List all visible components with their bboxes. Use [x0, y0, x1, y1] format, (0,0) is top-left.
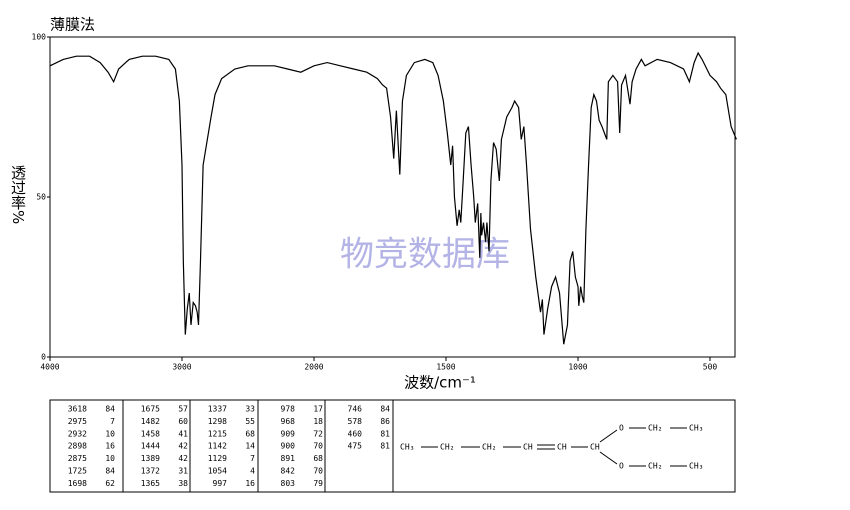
peak-wavenumber: 3618: [68, 405, 87, 414]
branch-group: O: [619, 424, 624, 433]
peak-wavenumber: 1389: [141, 454, 160, 463]
peak-wavenumber: 1482: [141, 417, 160, 426]
peak-transmittance: 70: [313, 467, 323, 476]
peak-wavenumber: 1298: [208, 417, 227, 426]
peak-transmittance: 31: [178, 467, 188, 476]
bonds: [421, 427, 687, 467]
peak-transmittance: 86: [380, 417, 390, 426]
peak-transmittance: 10: [105, 429, 115, 438]
peak-transmittance: 41: [178, 429, 188, 438]
y-axis-label: 透过率%: [9, 165, 27, 224]
peak-wavenumber: 1444: [141, 442, 160, 451]
peak-wavenumber: 2932: [68, 429, 87, 438]
peak-transmittance: 68: [313, 454, 323, 463]
peak-wavenumber: 1725: [68, 467, 87, 476]
peak-transmittance: 42: [178, 442, 188, 451]
peak-transmittance: 7: [250, 454, 255, 463]
peak-transmittance: 18: [313, 417, 323, 426]
x-tick-label: 3000: [172, 363, 191, 372]
peak-transmittance: 16: [245, 479, 255, 488]
peak-transmittance: 84: [380, 405, 390, 414]
peak-wavenumber: 891: [281, 454, 296, 463]
peak-transmittance: 14: [245, 442, 255, 451]
peak-wavenumber: 968: [281, 417, 296, 426]
branch-group: CH₃: [689, 462, 703, 471]
peak-transmittance: 84: [105, 467, 115, 476]
peak-transmittance: 16: [105, 442, 115, 451]
peak-transmittance: 7: [110, 417, 115, 426]
peak-transmittance: 38: [178, 479, 188, 488]
peak-wavenumber: 1129: [208, 454, 227, 463]
peak-transmittance: 81: [380, 429, 390, 438]
chain-group: CH: [523, 443, 533, 452]
branch-group: CH₂: [648, 424, 662, 433]
x-tick-label: 2000: [304, 363, 323, 372]
peak-wavenumber: 2975: [68, 417, 87, 426]
chain-group: CH₃: [400, 443, 414, 452]
peak-transmittance: 17: [313, 405, 323, 414]
x-tick-label: 500: [703, 363, 718, 372]
peak-wavenumber: 1675: [141, 405, 160, 414]
branch-group: CH₂: [648, 462, 662, 471]
chart-title: 薄膜法: [50, 16, 95, 34]
y-tick-label: 0: [41, 353, 46, 362]
branch-group: O: [619, 462, 624, 471]
peak-wavenumber: 1142: [208, 442, 227, 451]
peak-wavenumber: 803: [281, 479, 296, 488]
peak-wavenumber: 460: [348, 429, 363, 438]
x-tick-label: 4000: [40, 363, 59, 372]
peak-wavenumber: 900: [281, 442, 296, 451]
peak-transmittance: 57: [178, 405, 188, 414]
y-tick-label: 100: [32, 33, 47, 42]
chain-group: CH: [557, 443, 567, 452]
peak-wavenumber: 1215: [208, 429, 227, 438]
peak-transmittance: 72: [313, 429, 323, 438]
peak-wavenumber: 475: [348, 442, 363, 451]
x-axis-label: 波数/cm⁻¹: [404, 374, 476, 392]
y-tick-label: 50: [36, 193, 46, 202]
peak-transmittance: 4: [250, 467, 255, 476]
peak-transmittance: 79: [313, 479, 323, 488]
x-tick-label: 1500: [436, 363, 455, 372]
peak-wavenumber: 1365: [141, 479, 160, 488]
peak-wavenumber: 2898: [68, 442, 87, 451]
branch-group: CH₃: [689, 424, 703, 433]
peak-wavenumber: 578: [348, 417, 363, 426]
peak-transmittance: 42: [178, 454, 188, 463]
peak-wavenumber: 909: [281, 429, 296, 438]
peak-transmittance: 84: [105, 405, 115, 414]
peak-transmittance: 55: [245, 417, 255, 426]
peak-transmittance: 68: [245, 429, 255, 438]
peak-transmittance: 70: [313, 442, 323, 451]
peak-wavenumber: 1698: [68, 479, 87, 488]
peak-wavenumber: 2875: [68, 454, 87, 463]
x-tick-label: 1000: [568, 363, 587, 372]
peak-transmittance: 10: [105, 454, 115, 463]
watermark: 物竞数据库: [340, 235, 510, 275]
peak-wavenumber: 1372: [141, 467, 160, 476]
peak-transmittance: 33: [245, 405, 255, 414]
peak-wavenumber: 1054: [208, 467, 227, 476]
peak-wavenumber: 842: [281, 467, 296, 476]
peak-wavenumber: 746: [348, 405, 363, 414]
peak-wavenumber: 978: [281, 405, 296, 414]
spectrum-line: [49, 51, 737, 345]
chain-group: CH₂: [440, 443, 454, 452]
peak-wavenumber: 1337: [208, 405, 227, 414]
column-dividers: [122, 400, 394, 492]
chain-group: CH: [590, 443, 600, 452]
peak-wavenumber: 1458: [141, 429, 160, 438]
peak-transmittance: 62: [105, 479, 115, 488]
peak-wavenumber: 997: [213, 479, 228, 488]
chain-group: CH₂: [482, 443, 496, 452]
peak-transmittance: 81: [380, 442, 390, 451]
peak-transmittance: 60: [178, 417, 188, 426]
